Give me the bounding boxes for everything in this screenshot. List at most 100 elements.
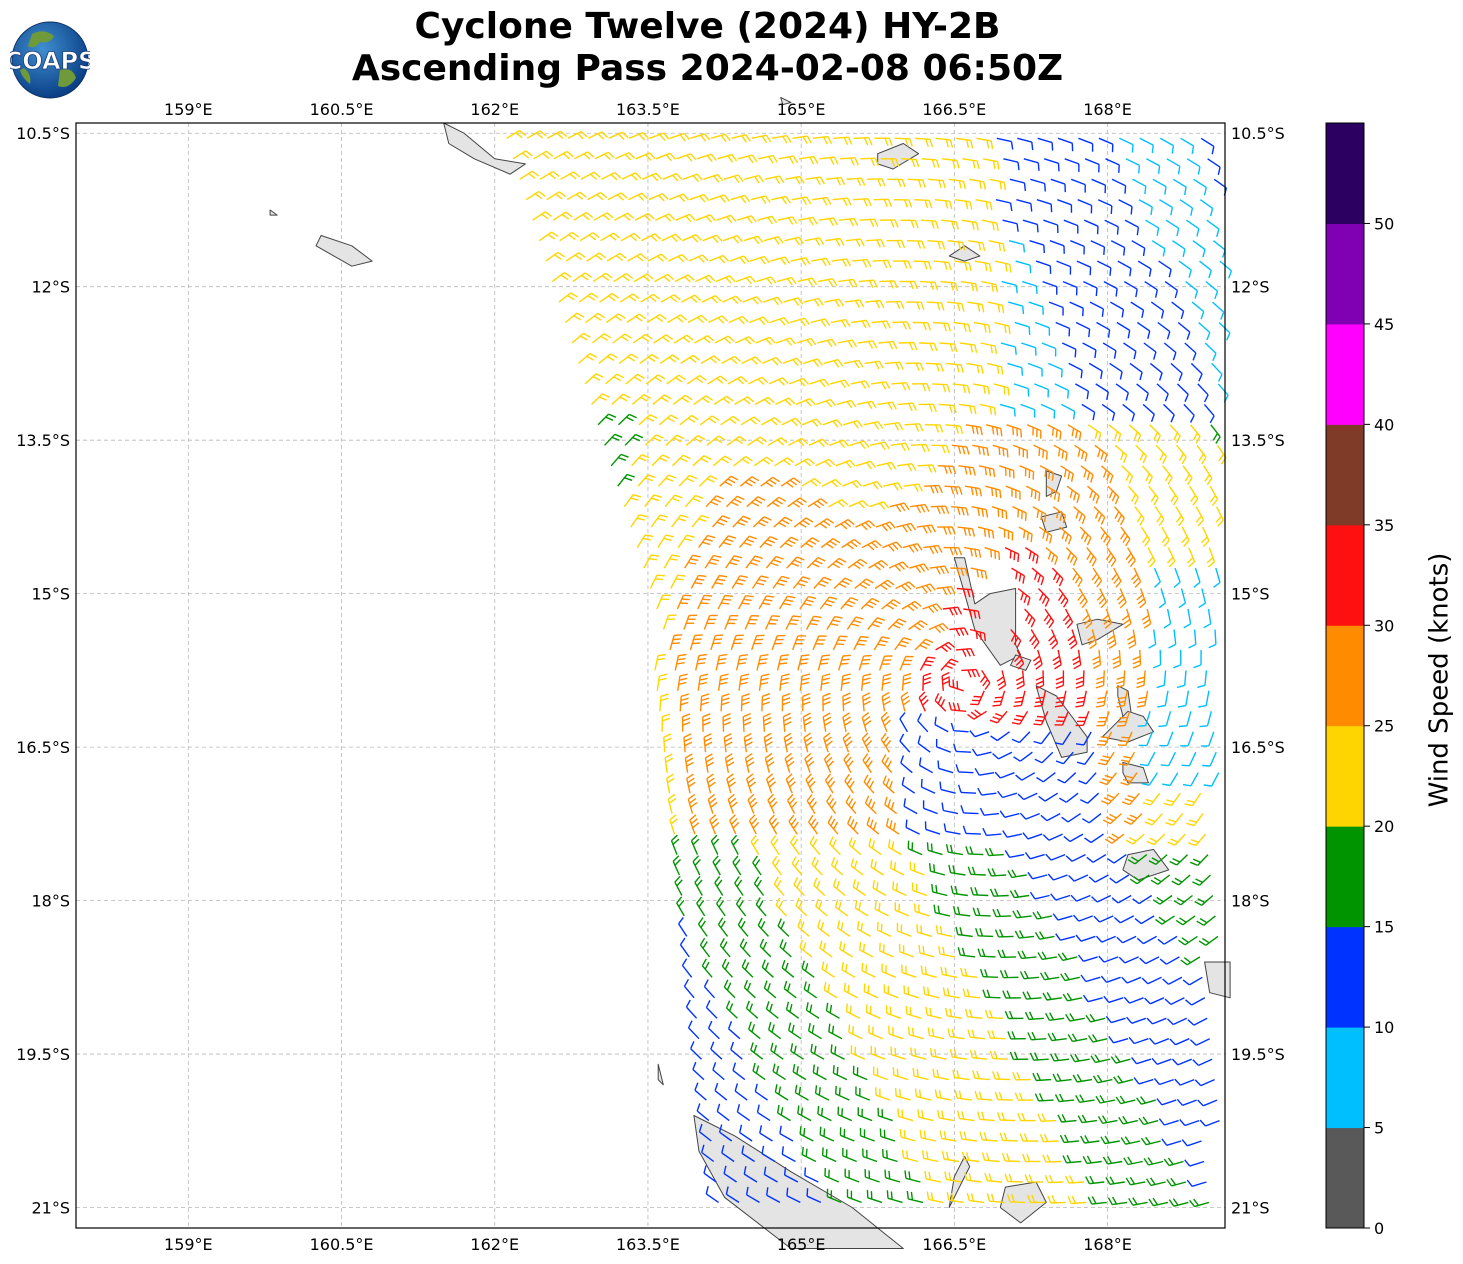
wind-barb: [567, 130, 588, 140]
wind-barb: [703, 614, 718, 630]
wind-barb: [898, 943, 915, 958]
wind-barb: [606, 252, 627, 262]
wind-barb: [999, 810, 1020, 818]
wind-barb: [1019, 970, 1039, 980]
wind-barb: [971, 748, 992, 757]
wind-barb: [711, 574, 728, 589]
wind-barb: [954, 260, 972, 272]
wind-barb: [1198, 588, 1207, 609]
wind-barb: [1087, 1034, 1108, 1043]
wind-barb: [880, 158, 900, 167]
wind-barb: [1031, 567, 1045, 586]
wind-barb: [778, 155, 799, 165]
wind-barb: [937, 526, 956, 535]
wind-barb: [711, 515, 731, 528]
wind-barb: [776, 1104, 791, 1122]
wind-barb: [1042, 992, 1062, 1001]
wind-barb: [825, 1002, 840, 1019]
wind-barb: [1136, 1096, 1156, 1105]
wind-barb: [1068, 874, 1089, 882]
wind-barb: [647, 253, 668, 262]
wind-barb: [597, 413, 617, 426]
wind-barb: [1141, 772, 1158, 786]
wind-barb: [908, 620, 928, 631]
wind-barb: [694, 334, 715, 344]
wind-barb: [1096, 731, 1113, 746]
colorbar-tick: 10: [1374, 1018, 1394, 1037]
wind-barb: [972, 444, 990, 457]
wind-barb: [770, 1042, 784, 1060]
wind-barb: [1050, 178, 1066, 193]
wind-barb: [669, 814, 678, 835]
wind-barb: [999, 465, 1015, 479]
colorbar-tick: 20: [1374, 817, 1394, 836]
wind-barb: [748, 814, 760, 835]
wind-barb: [614, 212, 635, 221]
wind-barb: [862, 480, 883, 490]
map-frame: [75, 122, 1226, 1229]
wind-barb: [937, 1109, 955, 1122]
wind-barb: [627, 253, 648, 262]
wind-barb: [922, 672, 932, 691]
wind-barb: [1086, 854, 1107, 863]
wind-barb: [762, 296, 783, 306]
wind-barb: [1127, 629, 1137, 649]
wind-barb: [788, 814, 799, 835]
wind-barb: [756, 654, 769, 671]
wind-barb: [756, 276, 777, 285]
wind-barb: [802, 692, 811, 712]
wind-barb: [1070, 894, 1091, 902]
wind-barb: [619, 293, 640, 303]
wind-barb: [930, 505, 950, 515]
wind-barb: [1015, 260, 1032, 274]
lon-tick-bottom: 159°E: [164, 1235, 213, 1254]
wind-barb: [839, 217, 859, 227]
wind-barb: [729, 814, 740, 835]
colorbar-tick: 40: [1374, 415, 1394, 434]
wind-barb: [1035, 260, 1052, 274]
wind-barb: [928, 863, 946, 876]
wind-barb: [1054, 690, 1067, 708]
wind-barb: [788, 437, 809, 447]
wind-barb: [607, 192, 628, 201]
wind-barb: [1032, 649, 1043, 670]
wind-barb: [1075, 934, 1096, 942]
wind-barb: [1136, 690, 1149, 708]
wind-barb: [717, 594, 733, 610]
wind-barb: [566, 191, 587, 201]
wind-barb: [786, 793, 798, 814]
wind-barb: [682, 234, 703, 243]
wind-barb: [941, 219, 959, 230]
wind-barb: [631, 454, 650, 467]
wind-barb: [1158, 260, 1172, 278]
wind-barb: [846, 177, 866, 186]
wind-barb: [664, 494, 683, 508]
wind-barb: [1012, 909, 1032, 919]
wind-barb: [730, 834, 740, 855]
wind-barb: [1082, 994, 1103, 1003]
wind-barb: [879, 280, 899, 289]
wind-barb: [797, 1105, 812, 1122]
wind-barb: [779, 939, 792, 958]
wind-barb: [964, 546, 982, 558]
wind-barb: [1093, 915, 1114, 923]
island: [269, 209, 278, 216]
wind-barb: [586, 252, 607, 262]
wind-barb: [837, 339, 858, 348]
wind-barbs: [506, 129, 1233, 1208]
wind-barb: [1163, 342, 1177, 361]
wind-barb: [1159, 956, 1180, 965]
wind-barb: [652, 394, 672, 405]
wind-barb: [1039, 971, 1060, 981]
island: [1076, 618, 1124, 646]
wind-barb: [1136, 670, 1146, 689]
wind-barb: [1038, 792, 1059, 802]
wind-barb: [738, 673, 750, 691]
wind-barb: [684, 753, 694, 773]
wind-barb: [1024, 1174, 1043, 1183]
wind-barb: [791, 196, 812, 205]
wind-barb: [878, 655, 893, 671]
wind-barb: [1127, 485, 1139, 505]
wind-barb: [1199, 199, 1214, 217]
wind-barb: [721, 1145, 735, 1163]
